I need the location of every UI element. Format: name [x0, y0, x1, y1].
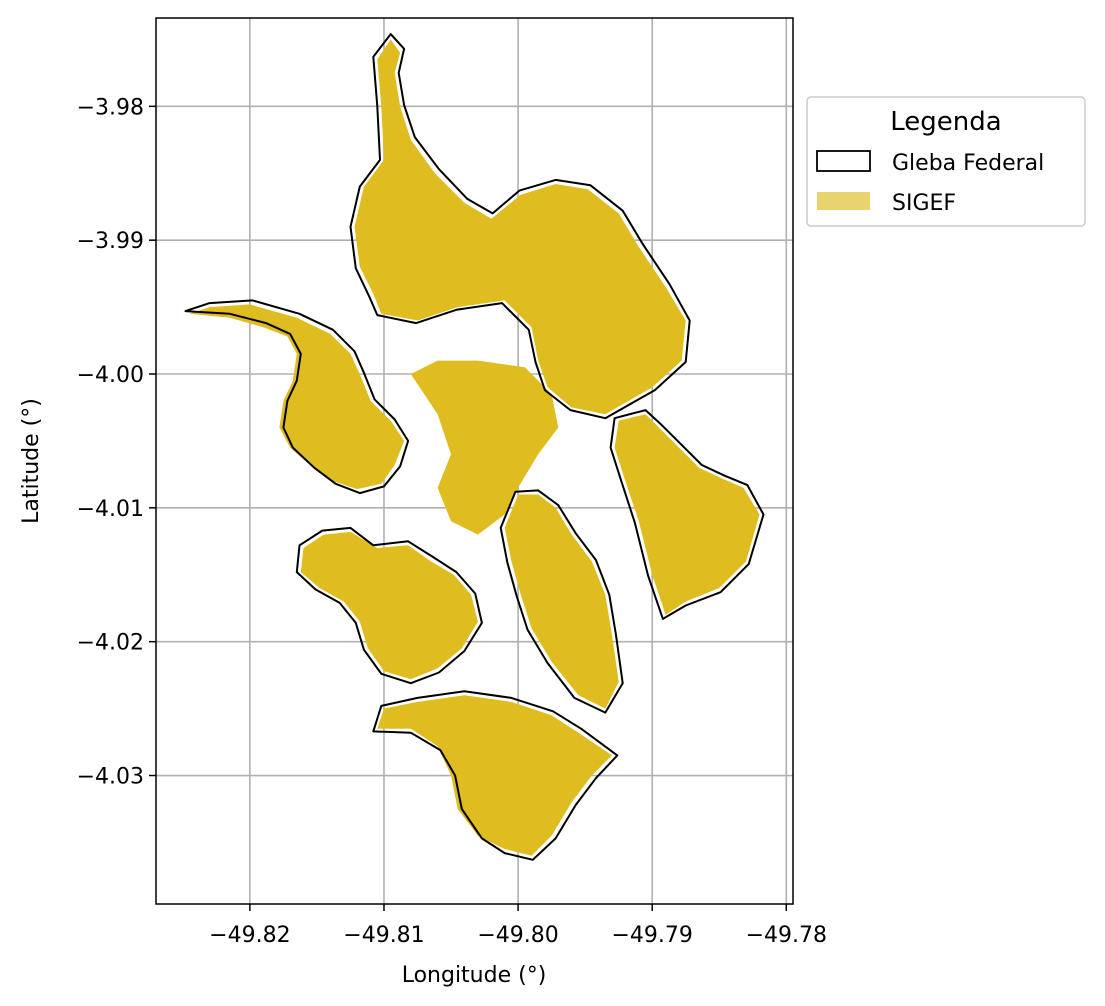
- sigef-parcel-3: [410, 360, 559, 535]
- x-tick-label: −49.82: [209, 923, 290, 948]
- sigef-parcel-1: [189, 304, 405, 490]
- y-tick-label: −3.98: [77, 95, 144, 120]
- legend-label-sigef: SIGEF: [892, 191, 956, 216]
- axis-ticks: −49.82 −49.81 −49.80 −49.79 −49.78 −3.98 −3.99…: [77, 95, 827, 948]
- sigef-parcel-6: [377, 695, 612, 856]
- legend-label-gleba-federal: Gleba Federal: [892, 151, 1044, 176]
- x-tick-label: −49.78: [746, 923, 827, 948]
- gleba-federal-outline-6: [609, 409, 765, 620]
- sigef-parcel-2: [354, 39, 686, 415]
- y-tick-label: −4.03: [77, 765, 144, 790]
- gleba-federal-layer: [184, 33, 765, 861]
- x-tick-label: −49.80: [477, 923, 558, 948]
- sigef-parcel-7: [614, 414, 760, 615]
- gleba-federal-outline-5: [372, 690, 619, 861]
- x-axis-title: Longitude (°): [402, 963, 547, 988]
- plot-frame: [155, 17, 794, 905]
- legend-swatch-gleba-federal: [816, 150, 871, 172]
- sigef-parcel-4: [300, 531, 478, 680]
- y-tick-label: −3.99: [77, 229, 144, 254]
- y-tick-label: −4.00: [77, 363, 144, 388]
- gleba-federal-outline-4: [499, 489, 624, 714]
- y-tick-label: −4.02: [77, 631, 144, 656]
- gleba-federal-outline-3: [295, 526, 483, 685]
- gleba-federal-outline-1: [184, 299, 410, 495]
- sigef-parcel-5: [504, 494, 619, 709]
- legend-box: [806, 96, 1086, 227]
- x-tick-label: −49.79: [611, 923, 692, 948]
- y-axis-title: Latitude (°): [19, 398, 44, 524]
- y-tick-label: −4.01: [77, 497, 144, 522]
- sigef-layer: [189, 39, 760, 856]
- gleba-federal-outline-2: [349, 33, 691, 420]
- legend: Legenda Gleba Federal SIGEF: [806, 96, 1086, 227]
- x-tick-label: −49.81: [343, 923, 424, 948]
- legend-title: Legenda: [890, 107, 1001, 137]
- legend-swatch-sigef: [817, 192, 870, 210]
